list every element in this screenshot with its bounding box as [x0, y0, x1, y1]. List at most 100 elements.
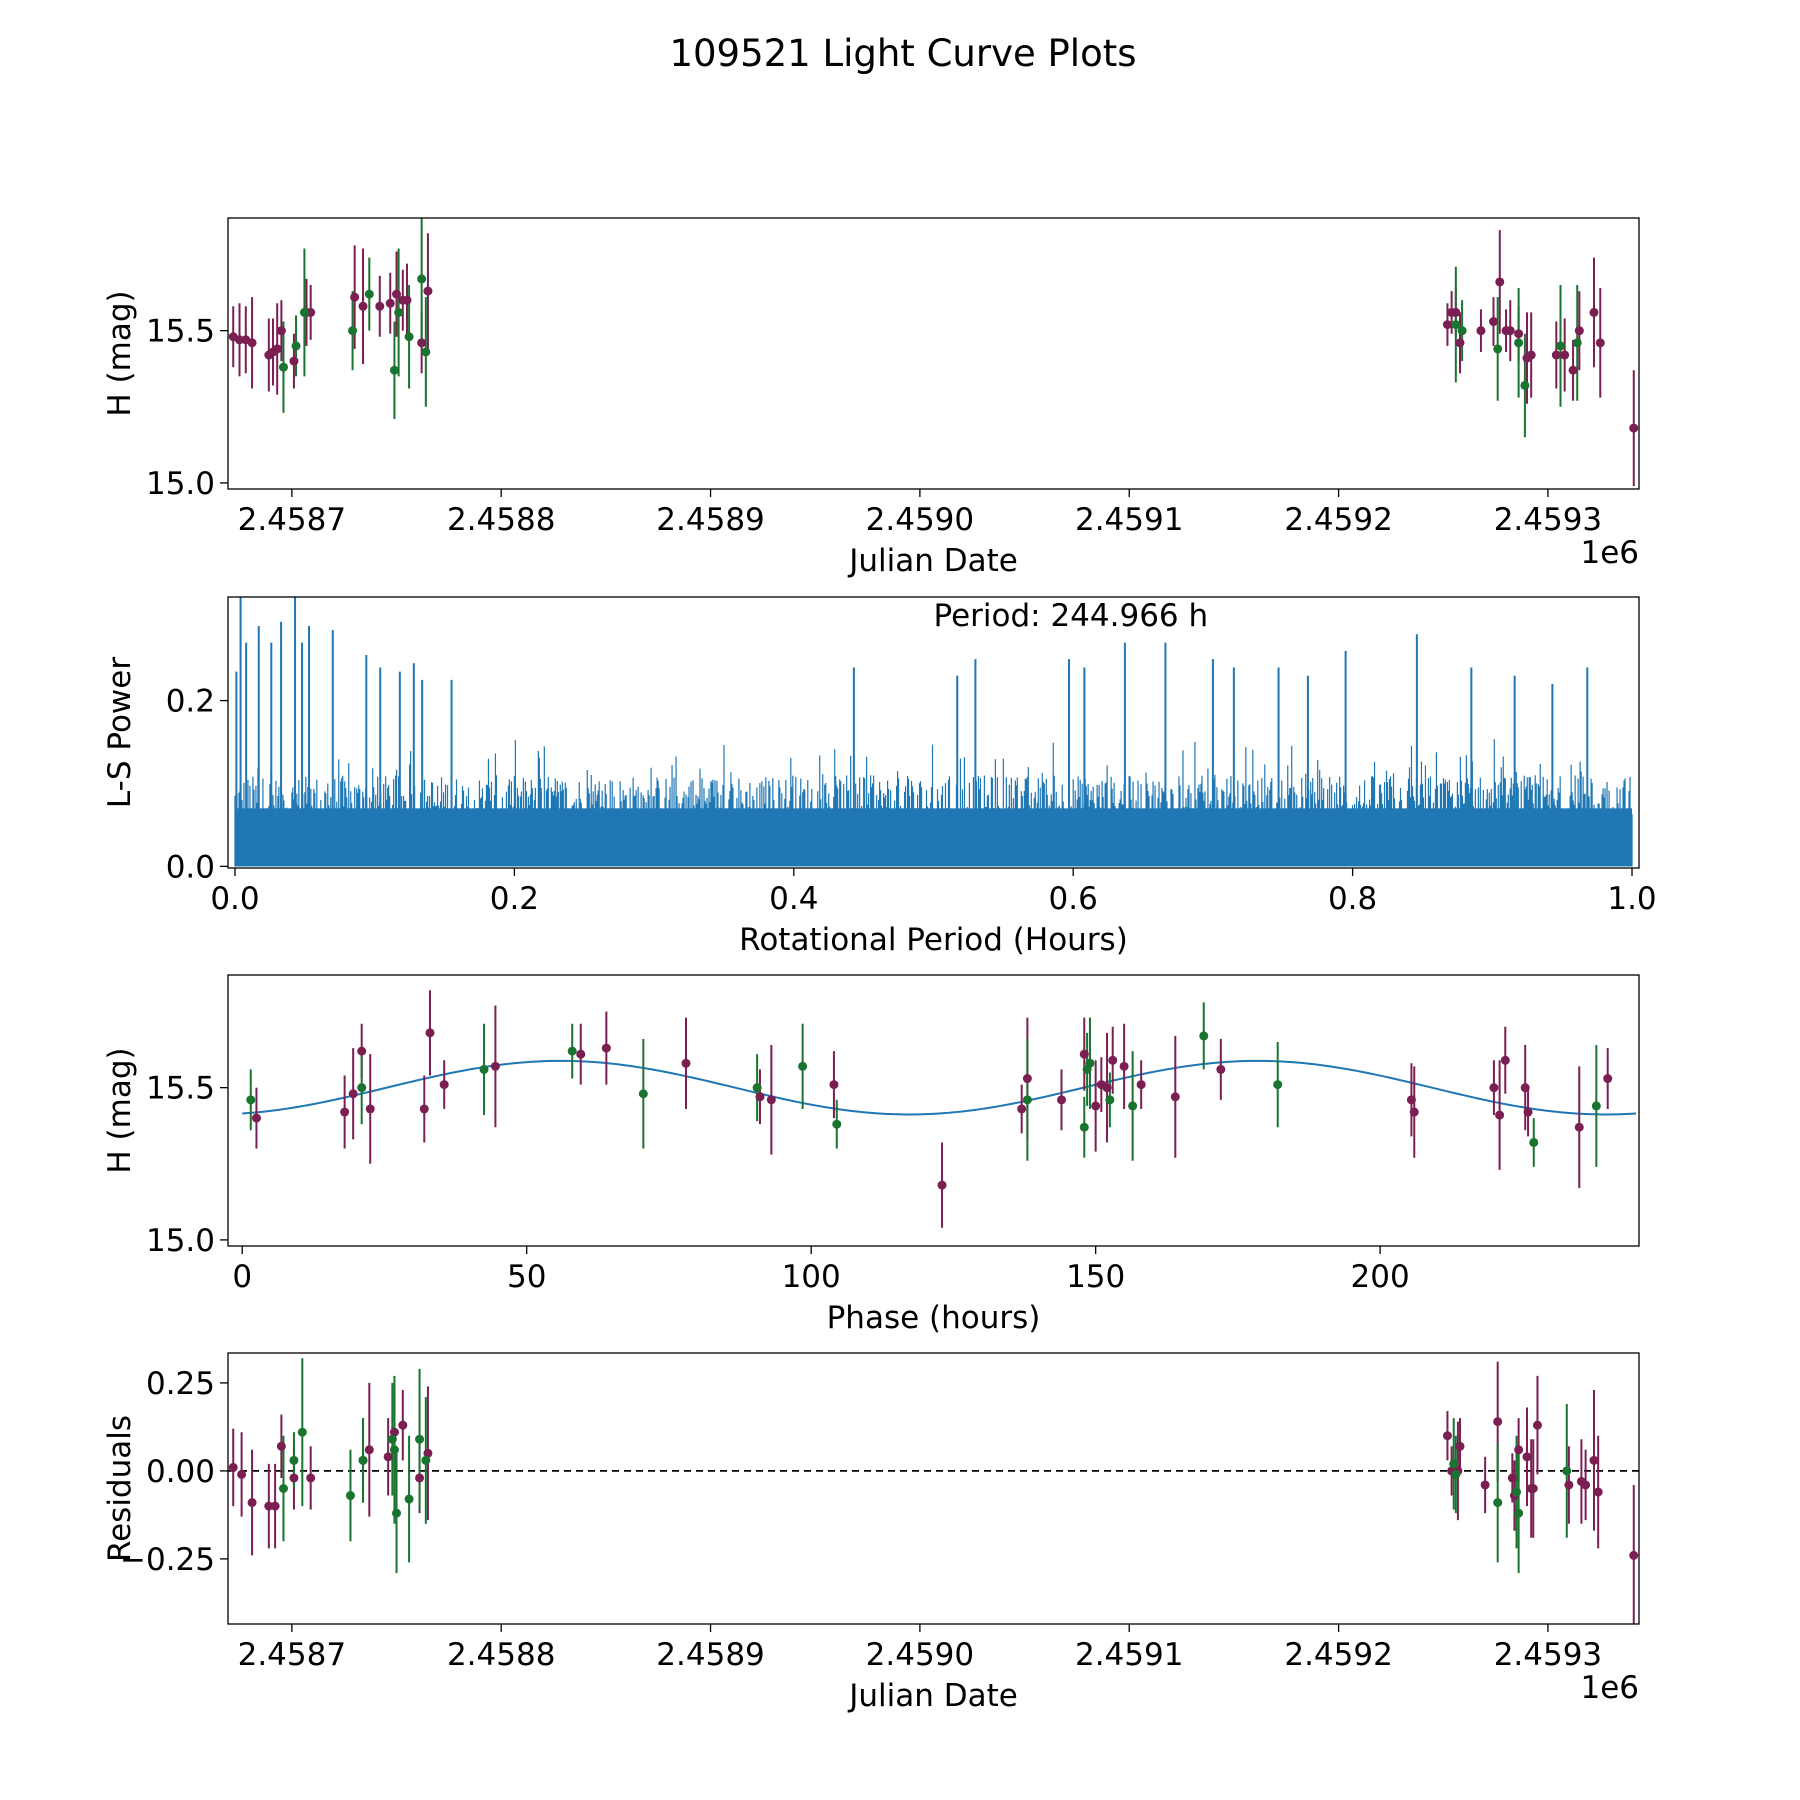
rs-point-red	[1629, 1550, 1639, 1560]
rs-point-red	[289, 1473, 299, 1483]
lc-point-red	[385, 298, 395, 308]
ph-point-green	[567, 1046, 577, 1056]
lc-point-red	[1514, 329, 1524, 339]
ph-point-red	[1057, 1095, 1067, 1105]
ph-data	[246, 990, 1613, 1228]
ph-point-red	[681, 1058, 691, 1068]
ph-point-red	[1022, 1074, 1032, 1084]
lc-point-red	[1526, 350, 1536, 360]
ph-point-red	[1406, 1095, 1416, 1105]
rs-point-green	[345, 1491, 355, 1501]
rs-point-green	[289, 1455, 299, 1465]
rs-xtick-label: 2.4590	[866, 1637, 974, 1673]
lc-point-red	[1442, 320, 1452, 330]
lc-point-red	[1595, 338, 1605, 348]
ls-period-annotation: Period: 244.966 h	[934, 598, 1209, 634]
lc-point-red	[1451, 307, 1461, 317]
rs-point-green	[1449, 1459, 1459, 1469]
lc-point-red	[1476, 326, 1486, 336]
lc-point-red	[1551, 350, 1561, 360]
ph-point-red	[348, 1089, 358, 1099]
ph-point-red	[576, 1049, 586, 1059]
ph-point-green	[1591, 1101, 1601, 1111]
lc-point-red	[235, 335, 245, 345]
ph-point-green	[638, 1089, 648, 1099]
ph-point-red	[1520, 1083, 1530, 1093]
rs-point-red	[398, 1420, 408, 1430]
lc-xtick-label: 2.4587	[238, 502, 346, 538]
lc-point-red	[1568, 365, 1578, 375]
rs-point-red	[228, 1462, 238, 1472]
ls-xtick-label: 0.6	[1049, 881, 1098, 917]
rs-xtick-label: 2.4588	[447, 1637, 555, 1673]
lc-xtick-label: 2.4590	[866, 502, 974, 538]
ph-point-green	[357, 1083, 367, 1093]
ls-ylabel: L-S Power	[102, 657, 138, 808]
lc-point-green	[278, 362, 288, 372]
periodogram-panel: 0.0 0.2 0.4 0.6 0.8 1.0 0.0 0.2 Rotational Perio…	[102, 596, 1657, 958]
rs-point-green	[392, 1508, 402, 1518]
lc-point-red	[1505, 326, 1515, 336]
lc-point-red	[358, 301, 368, 311]
light-curve-panel: 2.4587 2.4588 2.4589 2.4590 2.4591 2.4592 2.45…	[102, 217, 1640, 579]
lc-point-red	[417, 338, 427, 348]
ph-point-red	[601, 1043, 611, 1053]
lc-point-green	[299, 307, 309, 317]
lc-xtick-label: 2.4591	[1075, 502, 1183, 538]
lc-data	[228, 218, 1639, 486]
ph-point-red	[1136, 1080, 1146, 1090]
ph-point-red	[829, 1080, 839, 1090]
rs-point-red	[270, 1501, 280, 1511]
lc-point-green	[348, 326, 358, 336]
rs-point-red	[264, 1501, 274, 1511]
ls-xtick-label: 0.4	[769, 881, 818, 917]
ph-xlabel: Phase (hours)	[827, 1300, 1041, 1336]
rs-ytick-label: 0.25	[146, 1366, 215, 1402]
lc-point-red	[1589, 307, 1599, 317]
lc-point-red	[1629, 423, 1639, 433]
rs-xtick-label: 2.4593	[1494, 1637, 1602, 1673]
lc-xtick-label: 2.4588	[447, 502, 555, 538]
lc-point-green	[1572, 338, 1582, 348]
ph-point-red	[1495, 1110, 1505, 1120]
ls-ytick-label: 0.2	[166, 684, 215, 720]
ph-point-green	[1085, 1058, 1095, 1068]
lc-point-green	[364, 289, 374, 299]
rs-point-red	[1514, 1445, 1524, 1455]
rs-ylabel: Residuals	[102, 1415, 138, 1562]
lc-xtick-label: 2.4592	[1284, 502, 1392, 538]
ph-point-red	[251, 1113, 261, 1123]
rs-point-red	[1507, 1473, 1517, 1483]
ph-point-green	[1529, 1137, 1539, 1147]
lc-point-green	[394, 307, 404, 317]
ph-point-green	[1079, 1122, 1089, 1132]
ph-point-green	[479, 1064, 489, 1074]
ph-point-red	[1119, 1061, 1129, 1071]
ls-ytick-label: 0.0	[166, 849, 215, 885]
lc-ytick-label: 15.0	[146, 466, 215, 502]
ph-point-green	[1105, 1095, 1115, 1105]
ls-xtick-label: 0.2	[490, 881, 539, 917]
ph-xtick-label: 50	[507, 1259, 546, 1295]
ph-point-red	[937, 1180, 947, 1190]
lc-point-green	[421, 347, 431, 357]
rs-point-red	[1442, 1431, 1452, 1441]
ph-point-green	[798, 1061, 808, 1071]
ph-point-red	[1108, 1055, 1118, 1065]
lc-point-red	[375, 301, 385, 311]
rs-xtick-label: 2.4589	[656, 1637, 764, 1673]
ph-point-red	[425, 1028, 435, 1038]
ph-ylabel: H (mag)	[102, 1047, 138, 1173]
ph-point-red	[490, 1061, 500, 1071]
figure-title: 109521 Light Curve Plots	[669, 32, 1136, 75]
lc-ylabel: H (mag)	[102, 290, 138, 416]
lc-point-green	[417, 274, 427, 284]
lc-ytick-label: 15.5	[146, 314, 215, 350]
ph-point-green	[752, 1083, 762, 1093]
rs-point-green	[1512, 1487, 1522, 1497]
lc-point-green	[1493, 344, 1503, 354]
ph-point-green	[1128, 1101, 1138, 1111]
ph-point-green	[1022, 1095, 1032, 1105]
lc-point-red	[1574, 326, 1584, 336]
rs-point-green	[1514, 1508, 1524, 1518]
